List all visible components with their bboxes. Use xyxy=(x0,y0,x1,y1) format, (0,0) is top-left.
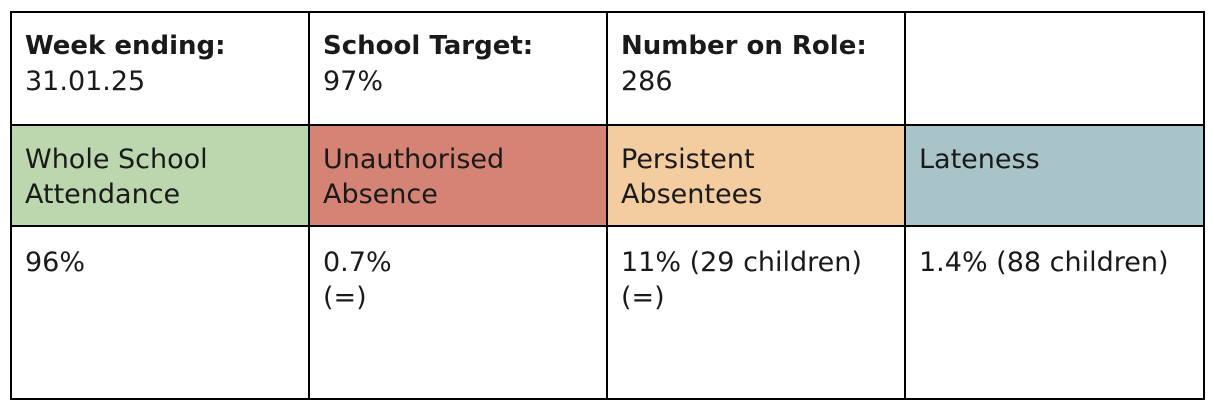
metric-label-line1: Unauthorised xyxy=(323,144,505,175)
metric-label-line2: Attendance xyxy=(25,179,181,210)
metric-value-line1: 1.4% (88 children) xyxy=(919,247,1169,278)
metric-value-line1: 11% (29 children) xyxy=(621,247,862,278)
school-target-label: School Target: xyxy=(323,31,534,61)
metric-value-row: 96% 0.7% (=) 11% (29 children) (=) 1.4% … xyxy=(10,225,1205,400)
week-ending-label: Week ending: xyxy=(25,31,226,61)
attendance-summary-table: Week ending: 31.01.25 School Target: 97%… xyxy=(10,11,1205,400)
number-on-roll-cell: Number on Role: 286 xyxy=(606,11,906,126)
school-target-value: 97% xyxy=(323,66,384,97)
metric-label-line2: Absentees xyxy=(621,179,763,210)
school-target-cell: School Target: 97% xyxy=(308,11,608,126)
metric-label-line1: Whole School xyxy=(25,144,208,175)
lateness-value: 1.4% (88 children) xyxy=(904,225,1205,400)
header-row: Week ending: 31.01.25 School Target: 97%… xyxy=(10,11,1205,126)
empty-header-cell xyxy=(904,11,1205,126)
lateness-header: Lateness xyxy=(904,124,1205,227)
metric-value-line2: (=) xyxy=(621,282,665,313)
number-on-roll-value: 286 xyxy=(621,66,673,97)
week-ending-cell: Week ending: 31.01.25 xyxy=(10,11,310,126)
persistent-absentees-header: Persistent Absentees xyxy=(606,124,906,227)
metric-label-row: Whole School Attendance Unauthorised Abs… xyxy=(10,124,1205,227)
metric-label-line1: Lateness xyxy=(919,144,1040,175)
metric-label-line1: Persistent xyxy=(621,144,755,175)
metric-value-line1: 96% xyxy=(25,247,86,278)
unauthorised-absence-value: 0.7% (=) xyxy=(308,225,608,400)
metric-value-line2: (=) xyxy=(323,282,367,313)
unauthorised-absence-header: Unauthorised Absence xyxy=(308,124,608,227)
metric-label-line2: Absence xyxy=(323,179,438,210)
persistent-absentees-value: 11% (29 children) (=) xyxy=(606,225,906,400)
number-on-roll-label: Number on Role: xyxy=(621,31,867,61)
week-ending-value: 31.01.25 xyxy=(25,66,146,97)
metric-value-line1: 0.7% xyxy=(323,247,392,278)
whole-school-attendance-value: 96% xyxy=(10,225,310,400)
whole-school-attendance-header: Whole School Attendance xyxy=(10,124,310,227)
